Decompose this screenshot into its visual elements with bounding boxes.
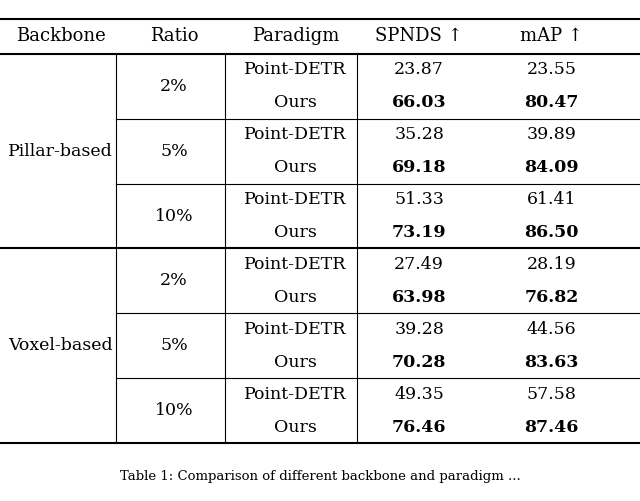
Text: Ours: Ours [275, 354, 317, 371]
Text: Ours: Ours [275, 159, 317, 176]
Text: Backbone: Backbone [16, 28, 106, 45]
Text: 66.03: 66.03 [392, 94, 447, 111]
Text: Voxel-based: Voxel-based [8, 338, 113, 354]
Text: 73.19: 73.19 [392, 224, 447, 241]
Text: 80.47: 80.47 [524, 94, 579, 111]
Text: 49.35: 49.35 [394, 386, 444, 403]
Text: Point-DETR: Point-DETR [244, 321, 347, 338]
Text: Point-DETR: Point-DETR [244, 61, 347, 78]
Text: 84.09: 84.09 [524, 159, 579, 176]
Text: 27.49: 27.49 [394, 256, 444, 273]
Text: 70.28: 70.28 [392, 354, 446, 371]
Text: 51.33: 51.33 [394, 191, 444, 208]
Text: Ratio: Ratio [150, 28, 198, 45]
Text: 87.46: 87.46 [525, 419, 579, 436]
Text: Point-DETR: Point-DETR [244, 126, 347, 143]
Text: 69.18: 69.18 [392, 159, 447, 176]
Text: 10%: 10% [155, 207, 193, 224]
Text: Ours: Ours [275, 289, 317, 306]
Text: Ours: Ours [275, 94, 317, 111]
Text: 5%: 5% [160, 338, 188, 354]
Text: 57.58: 57.58 [527, 386, 577, 403]
Text: 44.56: 44.56 [527, 321, 577, 338]
Text: 61.41: 61.41 [527, 191, 577, 208]
Text: Point-DETR: Point-DETR [244, 256, 347, 273]
Text: 2%: 2% [160, 273, 188, 290]
Text: Point-DETR: Point-DETR [244, 191, 347, 208]
Text: 23.55: 23.55 [527, 61, 577, 78]
Text: 76.82: 76.82 [525, 289, 579, 306]
Text: Table 1: Comparison of different backbone and paradigm ...: Table 1: Comparison of different backbon… [120, 470, 520, 483]
Text: Ours: Ours [275, 224, 317, 241]
Text: Ours: Ours [275, 419, 317, 436]
Text: 5%: 5% [160, 143, 188, 159]
Text: Point-DETR: Point-DETR [244, 386, 347, 403]
Text: 35.28: 35.28 [394, 126, 444, 143]
Text: 83.63: 83.63 [525, 354, 579, 371]
Text: 2%: 2% [160, 78, 188, 95]
Text: 23.87: 23.87 [394, 61, 444, 78]
Text: 39.89: 39.89 [527, 126, 577, 143]
Text: Pillar-based: Pillar-based [8, 143, 113, 159]
Text: mAP ↑: mAP ↑ [520, 28, 583, 45]
Text: 63.98: 63.98 [392, 289, 447, 306]
Text: 86.50: 86.50 [524, 224, 579, 241]
Text: 10%: 10% [155, 402, 193, 419]
Text: Paradigm: Paradigm [252, 28, 339, 45]
Text: 39.28: 39.28 [394, 321, 444, 338]
Text: SPNDS ↑: SPNDS ↑ [375, 28, 463, 45]
Text: 76.46: 76.46 [392, 419, 447, 436]
Text: 28.19: 28.19 [527, 256, 577, 273]
